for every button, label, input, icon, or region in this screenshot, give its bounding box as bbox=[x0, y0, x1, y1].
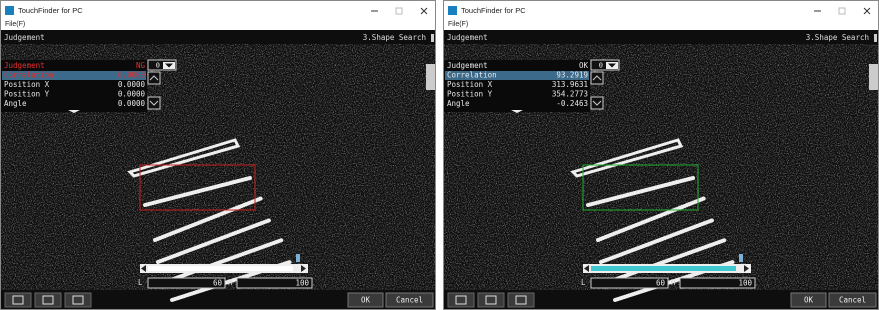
selector-value: 0 bbox=[599, 62, 603, 70]
row-value: 0.0000 bbox=[118, 99, 146, 108]
window-title: TouchFinder for PC bbox=[18, 6, 83, 15]
header-left: Judgement bbox=[447, 33, 488, 42]
row-value: 313.9631 bbox=[552, 80, 588, 89]
pause-icon bbox=[431, 34, 434, 42]
menu-file[interactable]: File(F) bbox=[5, 21, 25, 28]
row-label: Judgement bbox=[4, 61, 45, 70]
row-value: NG bbox=[136, 61, 146, 70]
row-value: -0.2463 bbox=[556, 99, 588, 108]
row-label: Angle bbox=[4, 99, 27, 108]
button-label: Cancel bbox=[839, 296, 866, 305]
side-tab[interactable] bbox=[426, 64, 435, 90]
row-value: 354.2773 bbox=[552, 90, 588, 99]
row-label: Position X bbox=[4, 80, 50, 89]
slider-fill bbox=[148, 266, 293, 271]
tool-zoom[interactable] bbox=[35, 293, 61, 307]
slider-low-value: 60 bbox=[213, 279, 223, 288]
slider-high-label: H bbox=[671, 278, 676, 287]
header-right: 3.Shape Search bbox=[363, 33, 426, 42]
window: TouchFinder for PC File(F) Judgement 3.Shap… bbox=[444, 1, 879, 310]
row-label: Position Y bbox=[447, 90, 493, 99]
row-value: 0.0000 bbox=[118, 90, 146, 99]
tool-camera[interactable] bbox=[65, 293, 91, 307]
page: {"windows": [ {"title": "TouchFinder for… bbox=[0, 0, 879, 310]
slider-high-marker bbox=[739, 254, 743, 262]
row-label: Correlation bbox=[447, 71, 497, 80]
tool-camera[interactable] bbox=[508, 293, 534, 307]
slider-low-label: L bbox=[581, 278, 586, 287]
tool-zoom[interactable] bbox=[478, 293, 504, 307]
row-label: Angle bbox=[447, 99, 470, 108]
side-tab[interactable] bbox=[869, 64, 878, 90]
app-icon bbox=[448, 6, 457, 15]
window: TouchFinder for PC File(F) Judgement 3.Shap… bbox=[1, 1, 436, 310]
row-value: 0.0000 bbox=[118, 80, 146, 89]
row-label: Judgement bbox=[447, 61, 488, 70]
tool-frame[interactable] bbox=[5, 293, 31, 307]
button-label: OK bbox=[804, 296, 814, 305]
button-label: Cancel bbox=[396, 296, 423, 305]
row-label: Correlation bbox=[4, 71, 54, 80]
scroll-down[interactable] bbox=[591, 97, 603, 109]
slider-high-value: 100 bbox=[295, 279, 309, 288]
row-value: 0.0000 bbox=[118, 71, 146, 80]
slider-low-value: 60 bbox=[656, 279, 666, 288]
header-right: 3.Shape Search bbox=[806, 33, 869, 42]
menu-file[interactable]: File(F) bbox=[448, 21, 468, 28]
pause-icon bbox=[874, 34, 877, 42]
screenshot: TouchFinder for PC File(F) Judgement 3.Shap… bbox=[0, 0, 879, 310]
slider-fill bbox=[591, 266, 736, 271]
slider-low-label: L bbox=[138, 278, 143, 287]
tool-frame[interactable] bbox=[448, 293, 474, 307]
slider-high-label: H bbox=[228, 278, 233, 287]
window-title: TouchFinder for PC bbox=[461, 6, 526, 15]
row-label: Position Y bbox=[4, 90, 50, 99]
header-left: Judgement bbox=[4, 33, 45, 42]
app-icon bbox=[5, 6, 14, 15]
scroll-up[interactable] bbox=[148, 72, 160, 84]
row-label: Position X bbox=[447, 80, 493, 89]
row-value: 93.2919 bbox=[556, 71, 588, 80]
slider-high-marker bbox=[296, 254, 300, 262]
scroll-down[interactable] bbox=[148, 97, 160, 109]
row-value: OK bbox=[579, 61, 589, 70]
selector-value: 0 bbox=[156, 62, 160, 70]
button-label: OK bbox=[361, 296, 371, 305]
scroll-up[interactable] bbox=[591, 72, 603, 84]
slider-high-value: 100 bbox=[738, 279, 752, 288]
